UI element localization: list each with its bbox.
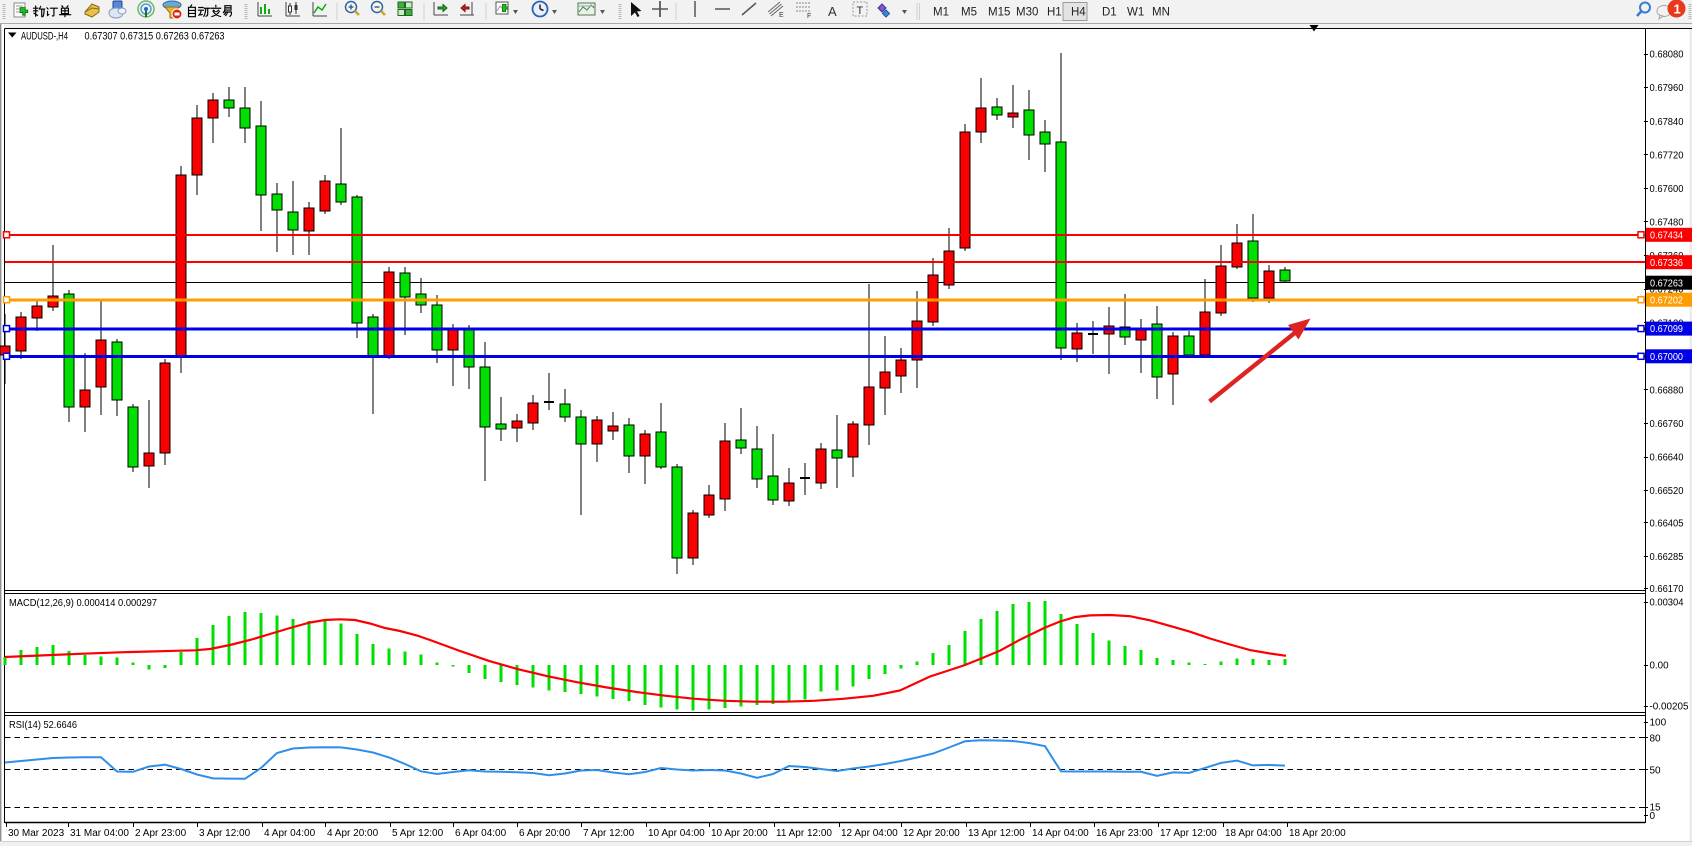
svg-text:6 Apr 04:00: 6 Apr 04:00 bbox=[455, 828, 507, 839]
svg-text:AUDUSD-,H4: AUDUSD-,H4 bbox=[21, 31, 68, 43]
svg-text:0.67336: 0.67336 bbox=[1650, 258, 1683, 269]
svg-text:0.68080: 0.68080 bbox=[1650, 50, 1684, 61]
svg-text:4 Apr 04:00: 4 Apr 04:00 bbox=[264, 828, 316, 839]
svg-text:M30: M30 bbox=[1016, 7, 1038, 19]
svg-text:0.66760: 0.66760 bbox=[1650, 419, 1684, 430]
svg-text:14 Apr 04:00: 14 Apr 04:00 bbox=[1032, 828, 1089, 839]
svg-text:0.67840: 0.67840 bbox=[1650, 117, 1684, 128]
svg-text:H1: H1 bbox=[1047, 7, 1062, 19]
svg-text:100: 100 bbox=[1650, 718, 1667, 729]
svg-text:11 Apr 12:00: 11 Apr 12:00 bbox=[776, 828, 832, 839]
svg-text:D1: D1 bbox=[1102, 7, 1117, 19]
svg-text:A: A bbox=[828, 4, 837, 19]
svg-text:T: T bbox=[857, 5, 864, 17]
svg-text:50: 50 bbox=[1650, 765, 1662, 776]
svg-text:12 Apr 20:00: 12 Apr 20:00 bbox=[903, 828, 960, 839]
svg-text:W1: W1 bbox=[1127, 7, 1144, 19]
svg-text:0.67000: 0.67000 bbox=[1650, 352, 1683, 363]
svg-text:0.67434: 0.67434 bbox=[1650, 230, 1683, 241]
svg-text:13 Apr 12:00: 13 Apr 12:00 bbox=[968, 828, 1025, 839]
svg-text:0.66640: 0.66640 bbox=[1650, 453, 1684, 464]
svg-text:M15: M15 bbox=[988, 7, 1010, 19]
svg-text:2 Apr 23:00: 2 Apr 23:00 bbox=[135, 828, 187, 839]
svg-text:0.67480: 0.67480 bbox=[1650, 218, 1684, 229]
svg-text:31 Mar 04:00: 31 Mar 04:00 bbox=[70, 828, 129, 839]
svg-text:0.67099: 0.67099 bbox=[1650, 324, 1683, 335]
svg-text:1: 1 bbox=[1674, 2, 1681, 17]
svg-text:MACD(12,26,9) 0.000414 0.00029: MACD(12,26,9) 0.000414 0.000297 bbox=[9, 597, 157, 609]
svg-text:0.00: 0.00 bbox=[1650, 661, 1669, 672]
svg-text:0.66170: 0.66170 bbox=[1650, 584, 1684, 595]
svg-text:0.00304: 0.00304 bbox=[1650, 598, 1684, 609]
svg-text:4 Apr 20:00: 4 Apr 20:00 bbox=[327, 828, 379, 839]
svg-text:0.66285: 0.66285 bbox=[1650, 552, 1684, 563]
svg-text:0: 0 bbox=[1650, 811, 1656, 822]
svg-text:0.67720: 0.67720 bbox=[1650, 150, 1684, 161]
svg-text:80: 80 bbox=[1650, 733, 1662, 744]
svg-text:6 Apr 20:00: 6 Apr 20:00 bbox=[519, 828, 571, 839]
svg-text:MN: MN bbox=[1152, 7, 1170, 19]
svg-text:0.66405: 0.66405 bbox=[1650, 518, 1684, 529]
svg-text:3 Apr 12:00: 3 Apr 12:00 bbox=[199, 828, 251, 839]
svg-text:30 Mar 2023: 30 Mar 2023 bbox=[8, 828, 65, 839]
svg-text:5 Apr 12:00: 5 Apr 12:00 bbox=[392, 828, 444, 839]
svg-text:0.67960: 0.67960 bbox=[1650, 83, 1684, 94]
svg-text:17 Apr 12:00: 17 Apr 12:00 bbox=[1160, 828, 1217, 839]
svg-text:M5: M5 bbox=[961, 7, 977, 19]
svg-text:0.66520: 0.66520 bbox=[1650, 486, 1684, 497]
svg-text:18 Apr 04:00: 18 Apr 04:00 bbox=[1225, 828, 1282, 839]
svg-text:E: E bbox=[779, 12, 784, 19]
svg-text:16 Apr 23:00: 16 Apr 23:00 bbox=[1096, 828, 1153, 839]
svg-text:-0.00205: -0.00205 bbox=[1650, 702, 1689, 713]
svg-text:M1: M1 bbox=[933, 7, 949, 19]
svg-text:10 Apr 20:00: 10 Apr 20:00 bbox=[711, 828, 768, 839]
svg-text:10 Apr 04:00: 10 Apr 04:00 bbox=[648, 828, 705, 839]
svg-text:7 Apr 12:00: 7 Apr 12:00 bbox=[583, 828, 635, 839]
svg-text:12 Apr 04:00: 12 Apr 04:00 bbox=[841, 828, 898, 839]
svg-text:18 Apr 20:00: 18 Apr 20:00 bbox=[1289, 828, 1346, 839]
svg-text:0.67600: 0.67600 bbox=[1650, 184, 1684, 195]
svg-text:F: F bbox=[807, 13, 811, 20]
svg-text:RSI(14) 52.6646: RSI(14) 52.6646 bbox=[9, 719, 77, 731]
svg-text:0.67307 0.67315 0.67263 0.6726: 0.67307 0.67315 0.67263 0.67263 bbox=[85, 31, 225, 43]
svg-text:0.66880: 0.66880 bbox=[1650, 386, 1684, 397]
svg-text:0.67263: 0.67263 bbox=[1650, 278, 1683, 289]
svg-text:0.67202: 0.67202 bbox=[1650, 295, 1683, 306]
svg-text:H4: H4 bbox=[1071, 7, 1086, 19]
